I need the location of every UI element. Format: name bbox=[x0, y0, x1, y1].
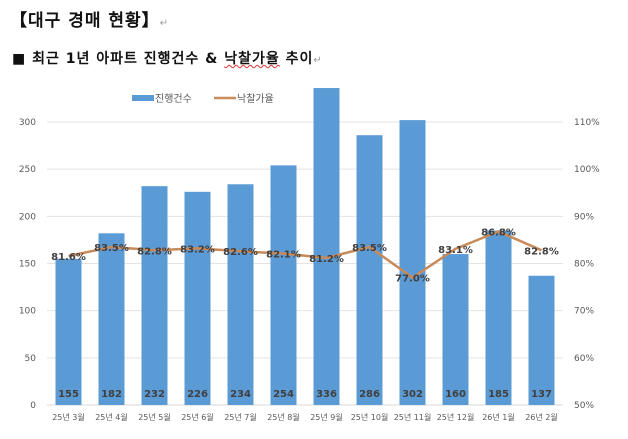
line-data-label: 82.8% bbox=[524, 246, 559, 257]
right-tick-label: 50% bbox=[574, 401, 594, 411]
legend-label: 진행건수 bbox=[155, 93, 192, 105]
bar-data-label: 160 bbox=[445, 389, 466, 400]
bar bbox=[528, 275, 555, 405]
bar bbox=[313, 88, 340, 405]
right-tick-label: 80% bbox=[574, 260, 594, 270]
left-tick-label: 100 bbox=[19, 307, 36, 317]
line-data-label: 82.6% bbox=[223, 247, 258, 258]
legend-label: 낙찰가율 bbox=[237, 93, 274, 105]
bar-data-label: 185 bbox=[488, 389, 509, 400]
bar bbox=[98, 233, 125, 405]
category-label: 25년 6월 bbox=[181, 412, 214, 422]
left-tick-label: 150 bbox=[19, 260, 36, 270]
right-tick-label: 60% bbox=[574, 354, 594, 364]
line-data-label: 82.1% bbox=[266, 250, 301, 261]
chart-subheading: ■ 최근 1년 아파트 진행건수 & 낙찰가율 추이↵ bbox=[12, 51, 323, 67]
line-data-label: 86.8% bbox=[481, 227, 516, 238]
line-series bbox=[68, 230, 543, 280]
category-label: 25년 4월 bbox=[95, 412, 128, 422]
legend-bar-swatch bbox=[132, 95, 154, 101]
bar bbox=[227, 184, 254, 405]
right-tick-label: 70% bbox=[574, 307, 594, 317]
left-tick-label: 200 bbox=[19, 212, 36, 222]
bar bbox=[442, 254, 469, 405]
category-label: 25년 12월 bbox=[437, 412, 475, 422]
left-tick-label: 300 bbox=[19, 118, 36, 128]
bar-data-label: 234 bbox=[230, 389, 251, 400]
bar-data-label: 254 bbox=[273, 389, 294, 400]
document-heading: 【대구 경매 현황】↵ bbox=[10, 11, 170, 31]
category-label: 25년 8월 bbox=[267, 412, 300, 422]
line-data-label: 82.8% bbox=[137, 246, 172, 257]
left-tick-label: 0 bbox=[30, 401, 36, 411]
bar-data-label: 137 bbox=[531, 389, 552, 400]
right-tick-label: 110% bbox=[574, 118, 600, 128]
bar-data-label: 302 bbox=[402, 389, 423, 400]
line-data-label: 83.5% bbox=[352, 243, 387, 254]
bar bbox=[399, 120, 426, 405]
bar bbox=[184, 191, 211, 405]
right-tick-label: 90% bbox=[574, 212, 594, 222]
left-tick-label: 250 bbox=[19, 165, 36, 175]
category-label: 25년 5월 bbox=[138, 412, 171, 422]
category-label: 26년 1월 bbox=[482, 412, 515, 422]
bar bbox=[141, 186, 168, 405]
bar bbox=[356, 135, 383, 405]
line-data-label: 83.2% bbox=[180, 244, 215, 255]
bar-data-label: 232 bbox=[144, 389, 165, 400]
bar-data-label: 155 bbox=[58, 389, 79, 400]
line-data-label: 83.5% bbox=[94, 243, 129, 254]
category-label: 26년 2월 bbox=[525, 412, 558, 422]
bar bbox=[485, 230, 512, 405]
line-data-label: 81.6% bbox=[51, 252, 86, 263]
line-data-label: 83.1% bbox=[438, 245, 473, 256]
category-label: 25년 10월 bbox=[351, 412, 389, 422]
bar-data-label: 286 bbox=[359, 389, 380, 400]
category-label: 25년 3월 bbox=[52, 412, 85, 422]
bar bbox=[55, 258, 82, 405]
left-tick-label: 50 bbox=[25, 354, 37, 364]
bar bbox=[270, 165, 297, 405]
bar-data-label: 336 bbox=[316, 389, 337, 400]
category-label: 25년 7월 bbox=[224, 412, 257, 422]
right-tick-label: 100% bbox=[574, 165, 600, 175]
category-label: 25년 9월 bbox=[310, 412, 343, 422]
line-data-label: 77.0% bbox=[395, 274, 430, 285]
bar-data-label: 226 bbox=[187, 389, 208, 400]
bar-data-label: 182 bbox=[101, 389, 122, 400]
line-data-label: 81.2% bbox=[309, 254, 344, 265]
category-label: 25년 11월 bbox=[394, 412, 432, 422]
